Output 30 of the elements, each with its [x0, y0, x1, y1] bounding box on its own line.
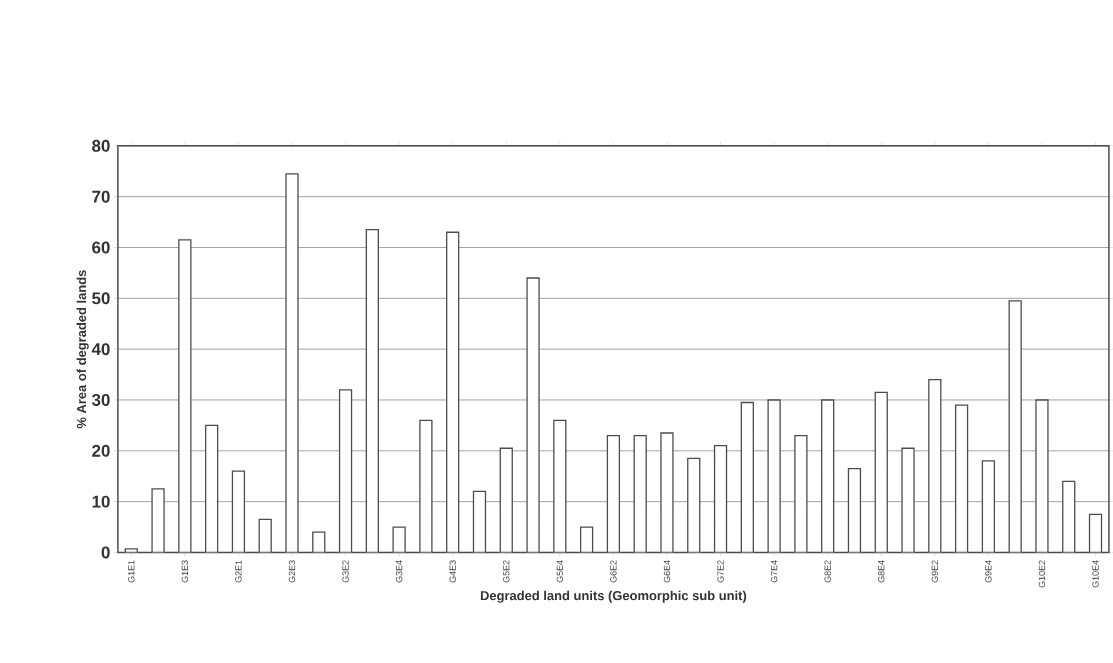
x-tick-label: G4E3 — [449, 560, 456, 583]
x-tick-label: G1E1 — [128, 560, 135, 583]
x-tick-label: G8E4 — [878, 560, 885, 583]
x-tick-label: G6E4 — [663, 560, 671, 583]
x-tick-label: G9E2 — [931, 560, 938, 583]
x-axis-title: Degraded land units (Geomorphic sub unit) — [480, 590, 747, 603]
x-tick-label: G5E2 — [503, 560, 510, 583]
x-tick-label: G2E3 — [288, 560, 296, 583]
x-tick-label: G3E2 — [342, 560, 349, 583]
y-tick-label: 60 — [92, 241, 110, 254]
x-tick-label: G7E2 — [717, 560, 724, 583]
x-tick-label: G1E3 — [181, 560, 189, 583]
y-tick-label: 40 — [91, 342, 110, 355]
x-tick-label: G7E4 — [770, 560, 778, 583]
x-tick-label: G3E4 — [395, 560, 403, 583]
x-tick-label: G2E1 — [235, 560, 242, 583]
y-tick-label: 80 — [92, 139, 110, 152]
y-tick-label: 70 — [92, 190, 110, 203]
x-tick-label: G10E2 — [1038, 560, 1046, 588]
y-tick-label: 0 — [101, 546, 110, 559]
y-axis-title: % Area of degraded lands — [76, 270, 89, 429]
x-tick-label: G6E2 — [610, 560, 617, 583]
y-tick-label: 10 — [92, 495, 110, 508]
y-tick-label: 20 — [92, 444, 110, 457]
x-tick-label: G5E4 — [556, 560, 564, 583]
x-tick-label: G10E4 — [1092, 560, 1099, 588]
x-tick-label: G9E4 — [985, 560, 992, 583]
x-tick-label: G8E2 — [824, 560, 831, 583]
y-tick-label: 30 — [91, 393, 110, 406]
y-tick-label: 50 — [92, 292, 110, 305]
